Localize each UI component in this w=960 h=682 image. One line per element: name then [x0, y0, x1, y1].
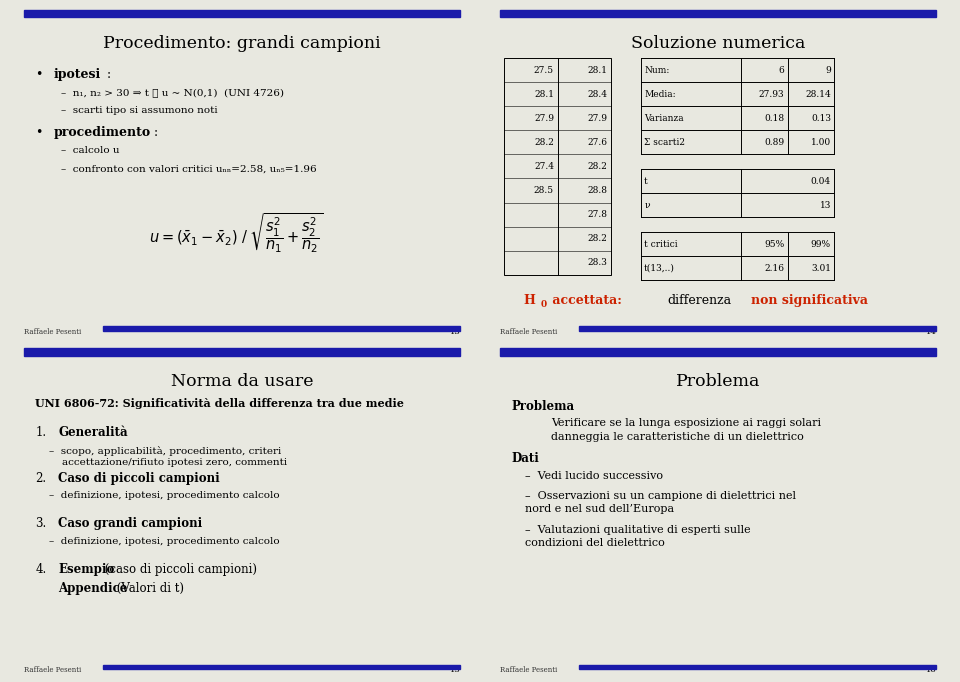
Text: 27.6: 27.6 [588, 138, 608, 147]
Text: Media:: Media: [644, 89, 676, 99]
Text: 3.: 3. [36, 518, 46, 531]
Text: 28.1: 28.1 [588, 65, 608, 74]
Text: Norma da usare: Norma da usare [171, 373, 313, 390]
Text: Σ scarti2: Σ scarti2 [644, 138, 685, 147]
Text: t critici: t critici [644, 240, 678, 249]
Text: 95%: 95% [764, 240, 784, 249]
Bar [500, 349, 936, 355]
Text: 0.89: 0.89 [764, 138, 784, 147]
Text: 28.14: 28.14 [805, 89, 831, 99]
Text: 28.2: 28.2 [588, 162, 608, 171]
Text: differenza: differenza [667, 294, 732, 307]
Text: –  scopo, applicabilità, procedimento, criteri
    accettazione/rifiuto ipotesi : – scopo, applicabilità, procedimento, cr… [49, 446, 287, 467]
Bar [103, 327, 460, 331]
Text: ν: ν [644, 201, 650, 210]
Text: 13: 13 [449, 328, 460, 336]
Text: (Valori di t): (Valori di t) [112, 582, 183, 595]
Text: 28.3: 28.3 [588, 258, 608, 267]
Text: 1.00: 1.00 [811, 138, 831, 147]
Text: 4.: 4. [36, 563, 46, 576]
Text: t: t [644, 177, 648, 186]
Text: –  Vedi lucido successivo: – Vedi lucido successivo [525, 471, 663, 481]
Text: 27.9: 27.9 [588, 114, 608, 123]
Text: 28.1: 28.1 [534, 89, 554, 99]
Text: 2.: 2. [36, 472, 46, 485]
Text: 99%: 99% [811, 240, 831, 249]
Text: Appendice: Appendice [59, 582, 128, 595]
Text: 1.: 1. [36, 426, 46, 439]
Text: 0.18: 0.18 [764, 114, 784, 123]
Text: Num:: Num: [644, 65, 669, 74]
Text: Procedimento: grandi campioni: Procedimento: grandi campioni [103, 35, 381, 52]
Bar [103, 665, 460, 669]
Text: 6: 6 [779, 65, 784, 74]
Text: –  definizione, ipotesi, procedimento calcolo: – definizione, ipotesi, procedimento cal… [49, 491, 279, 500]
Text: 27.8: 27.8 [588, 210, 608, 219]
Bar [24, 349, 460, 355]
Text: Raffaele Pesenti: Raffaele Pesenti [500, 666, 557, 674]
Text: –  Valutazioni qualitative di esperti sulle
condizioni del dielettrico: – Valutazioni qualitative di esperti sul… [525, 525, 751, 548]
Text: 16: 16 [925, 666, 936, 674]
Text: 28.2: 28.2 [534, 138, 554, 147]
Bar [504, 58, 612, 275]
Text: Dati: Dati [512, 452, 540, 465]
Text: –  calcolo u: – calcolo u [60, 146, 119, 155]
Text: –  Osservazioni su un campione di dielettrici nel
nord e nel sud dell’Europa: – Osservazioni su un campione di dielett… [525, 491, 796, 514]
Text: 27.4: 27.4 [534, 162, 554, 171]
Text: 2.16: 2.16 [764, 264, 784, 273]
Text: Raffaele Pesenti: Raffaele Pesenti [24, 328, 81, 336]
Text: :: : [154, 125, 157, 138]
Text: accettata:: accettata: [547, 294, 621, 307]
Text: 3.01: 3.01 [811, 264, 831, 273]
Text: Varianza: Varianza [644, 114, 684, 123]
Text: 0.13: 0.13 [811, 114, 831, 123]
Text: (caso di piccoli campioni): (caso di piccoli campioni) [101, 563, 256, 576]
Text: :: : [108, 68, 111, 81]
Text: –  confronto con valori critici uₙₙ=2.58, uₙ₅=1.96: – confronto con valori critici uₙₙ=2.58,… [60, 164, 317, 174]
Text: Soluzione numerica: Soluzione numerica [631, 35, 805, 52]
Text: Caso grandi campioni: Caso grandi campioni [59, 518, 203, 531]
Text: 28.4: 28.4 [588, 89, 608, 99]
Text: –  definizione, ipotesi, procedimento calcolo: – definizione, ipotesi, procedimento cal… [49, 537, 279, 546]
Text: Esempio: Esempio [59, 563, 115, 576]
Text: procedimento: procedimento [54, 125, 151, 138]
Text: 27.93: 27.93 [759, 89, 784, 99]
Text: –  n₁, n₂ > 30 ⇒ t ≅ u ~ N(0,1)  (UNI 4726): – n₁, n₂ > 30 ⇒ t ≅ u ~ N(0,1) (UNI 4726… [60, 88, 284, 97]
Text: t(13,..): t(13,..) [644, 264, 675, 273]
Text: 0.04: 0.04 [811, 177, 831, 186]
Text: 28.2: 28.2 [588, 234, 608, 243]
Text: 13: 13 [820, 201, 831, 210]
Text: 14: 14 [925, 328, 936, 336]
Text: Problema: Problema [512, 400, 574, 413]
Text: Raffaele Pesenti: Raffaele Pesenti [24, 666, 81, 674]
Text: 15: 15 [449, 666, 460, 674]
Bar [24, 10, 460, 17]
Text: 27.9: 27.9 [534, 114, 554, 123]
Text: –  scarti tipo si assumono noti: – scarti tipo si assumono noti [60, 106, 217, 115]
Text: Verificare se la lunga esposizione ai raggi solari
danneggia le caratteristiche : Verificare se la lunga esposizione ai ra… [551, 418, 821, 443]
Text: •: • [36, 68, 42, 81]
Text: 0: 0 [540, 299, 546, 309]
Text: Raffaele Pesenti: Raffaele Pesenti [500, 328, 557, 336]
Bar [579, 327, 936, 331]
Text: H: H [523, 294, 535, 307]
Text: ipotesi: ipotesi [54, 68, 101, 81]
Text: non significativa: non significativa [751, 294, 868, 307]
Bar [579, 665, 936, 669]
Bar [500, 10, 936, 17]
Text: •: • [36, 125, 42, 138]
Text: Problema: Problema [676, 373, 760, 390]
Text: Caso di piccoli campioni: Caso di piccoli campioni [59, 472, 220, 485]
Text: 28.8: 28.8 [588, 186, 608, 195]
Text: 9: 9 [826, 65, 831, 74]
Text: UNI 6806-72: Significatività della differenza tra due medie: UNI 6806-72: Significatività della diffe… [36, 398, 404, 409]
Text: Generalità: Generalità [59, 426, 128, 439]
Text: $u = (\bar{x}_1 - \bar{x}_2)\;/\;\sqrt{\dfrac{s_1^2}{n_1} + \dfrac{s_2^2}{n_2}}$: $u = (\bar{x}_1 - \bar{x}_2)\;/\;\sqrt{\… [149, 211, 323, 255]
Text: 27.5: 27.5 [534, 65, 554, 74]
Text: 28.5: 28.5 [534, 186, 554, 195]
